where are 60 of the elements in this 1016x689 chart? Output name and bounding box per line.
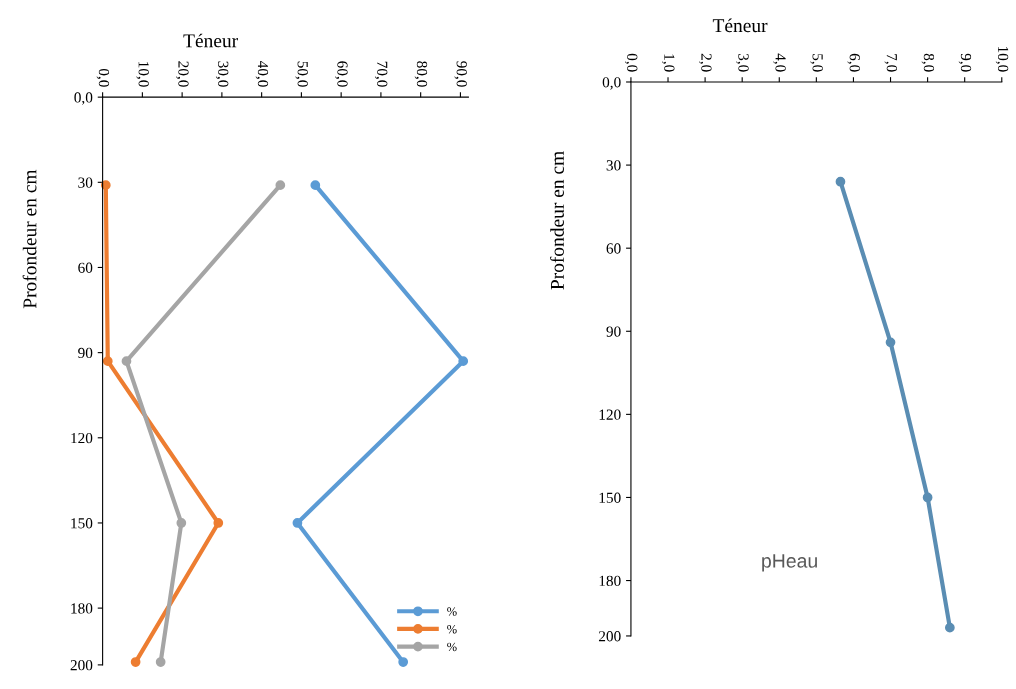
y-tick-label: 0,0 <box>74 92 93 105</box>
x-tick-label: 4,0 <box>773 53 786 72</box>
x-tick-label: 80,0 <box>414 61 428 87</box>
y-tick-label: 120 <box>71 432 93 444</box>
x-tick-label: 2,0 <box>699 53 712 72</box>
y-tick-label: 120 <box>599 409 621 420</box>
legend-label: % <box>447 642 457 652</box>
chart-title: Téneur <box>712 18 768 33</box>
point <box>155 657 166 667</box>
x-tick-label: 20,0 <box>176 61 189 87</box>
text: pHeau <box>762 554 817 572</box>
y-tick-label: 30 <box>78 177 93 188</box>
x-tick-label: 60,0 <box>335 61 348 87</box>
y-tick-label: 60 <box>78 262 93 273</box>
y-tick-label: 180 <box>71 603 93 614</box>
x-tick-label: 40,0 <box>255 60 269 87</box>
point <box>100 180 111 191</box>
point <box>835 176 846 187</box>
point <box>213 518 224 528</box>
point <box>458 356 469 367</box>
x-tick-label: 0,0 <box>96 68 110 87</box>
y-tick-label: 90 <box>78 347 93 359</box>
point <box>944 622 955 633</box>
chart-title: Téneur <box>183 33 238 48</box>
point <box>130 657 141 667</box>
x-tick-label: 8,0 <box>921 53 935 72</box>
legend-label: % <box>447 607 457 616</box>
legend-label: % <box>447 625 457 634</box>
y-tick-label: 200 <box>598 631 621 642</box>
point <box>885 337 896 348</box>
x-tick-label: 5,0 <box>810 54 823 72</box>
y-tick-label: 180 <box>599 575 621 586</box>
x-tick-label: 0,0 <box>624 53 638 72</box>
x-tick-label: 1,0 <box>662 54 675 72</box>
x-tick-label: 9,0 <box>958 53 972 72</box>
x-tick-label: 6,0 <box>847 53 860 72</box>
point <box>310 180 321 191</box>
y-tick-label: 150 <box>71 518 93 529</box>
y-tick-label: 200 <box>70 660 93 671</box>
y-tick-label: 150 <box>599 492 621 503</box>
point <box>275 180 286 191</box>
y-tick-label: 30 <box>606 160 621 171</box>
point <box>398 657 409 667</box>
x-tick-label: 30,0 <box>215 61 229 87</box>
x-tick-label: 10,0 <box>136 62 149 87</box>
x-tick-label: 50,0 <box>295 61 308 87</box>
x-tick-label: 10,0 <box>995 46 1009 72</box>
point <box>922 492 933 503</box>
point <box>102 356 113 367</box>
point <box>121 356 132 367</box>
point <box>176 518 187 528</box>
x-tick-label: 90,0 <box>454 61 467 87</box>
x-tick-label: 3,0 <box>736 53 749 72</box>
y-axis-title: Profondeur en cm <box>22 169 37 309</box>
point <box>292 518 303 528</box>
y-tick-label: 60 <box>606 243 621 254</box>
x-tick-label: 7,0 <box>884 54 898 72</box>
y-tick-label: 90 <box>606 326 621 337</box>
y-axis-title: Profondeur en cm <box>550 151 564 290</box>
x-tick-label: 70,0 <box>374 61 388 87</box>
